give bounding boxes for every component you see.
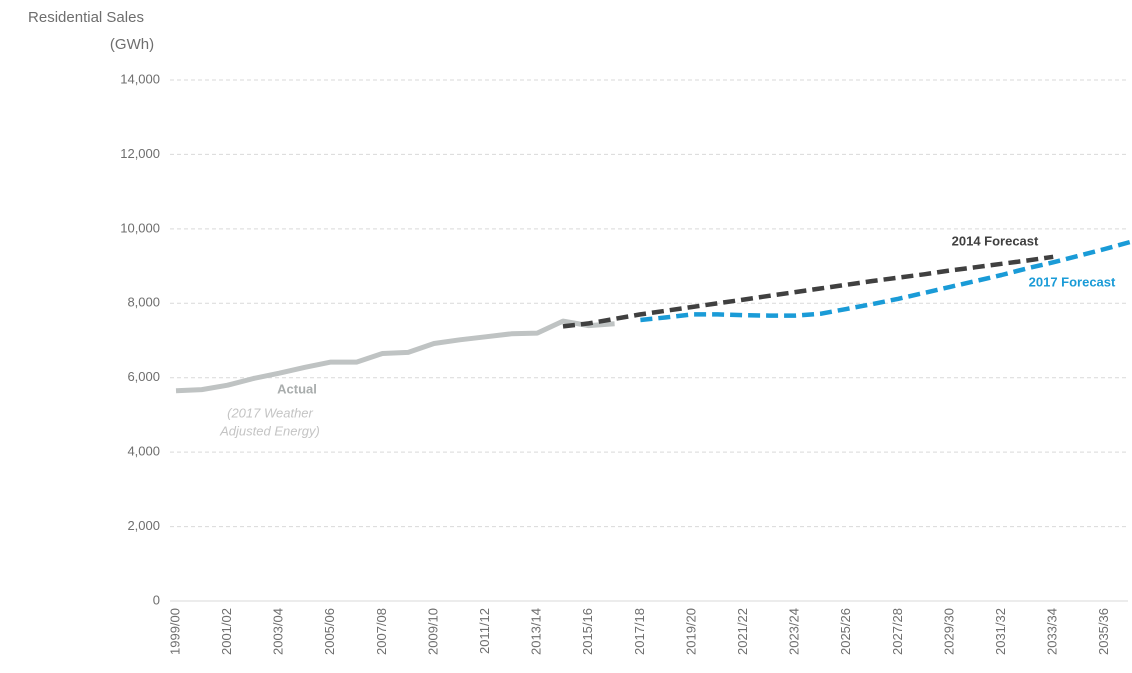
y-axis-label: (GWh)	[110, 36, 154, 53]
x-tick-label: 2003/04	[271, 608, 286, 655]
x-tick-label: 2017/18	[632, 608, 647, 655]
x-tick-label: 2009/10	[425, 608, 440, 655]
y-tick-label: 6,000	[127, 369, 160, 384]
y-axis-label: Residential Sales	[28, 9, 144, 26]
series-label: Actual	[277, 381, 317, 396]
x-tick-label: 2021/22	[735, 608, 750, 655]
x-tick-label: 2011/12	[477, 608, 492, 654]
y-tick-label: 4,000	[127, 444, 160, 459]
x-tick-label: 2025/26	[838, 608, 853, 655]
x-tick-label: 2001/02	[219, 608, 234, 655]
series-line	[562, 254, 1054, 329]
x-tick-label: 2015/16	[580, 608, 595, 655]
series-label: 2017 Forecast	[1029, 274, 1116, 289]
x-tick-label: 2031/32	[993, 608, 1008, 655]
y-tick-label: 14,000	[120, 71, 160, 86]
annotation: Adjusted Energy)	[219, 423, 320, 438]
series-line	[640, 239, 1132, 323]
x-tick-label: 2027/28	[890, 608, 905, 655]
y-tick-label: 8,000	[127, 295, 160, 310]
x-tick-label: 2005/06	[322, 608, 337, 655]
x-tick-label: 2029/30	[941, 608, 956, 655]
x-tick-label: 2035/36	[1096, 608, 1111, 655]
series-line	[175, 318, 615, 394]
x-tick-label: 2033/34	[1045, 608, 1060, 655]
x-tick-label: 2019/20	[683, 608, 698, 655]
y-tick-label: 0	[153, 592, 160, 607]
series-label: 2014 Forecast	[952, 233, 1039, 248]
x-tick-label: 2007/08	[374, 608, 389, 655]
y-tick-label: 12,000	[120, 146, 160, 161]
annotation: (2017 Weather	[227, 405, 313, 420]
x-tick-label: 2013/14	[529, 608, 544, 655]
y-tick-label: 2,000	[127, 518, 160, 533]
y-tick-label: 10,000	[120, 220, 160, 235]
x-tick-label: 2023/24	[787, 608, 802, 655]
x-tick-label: 1999/00	[167, 608, 182, 655]
